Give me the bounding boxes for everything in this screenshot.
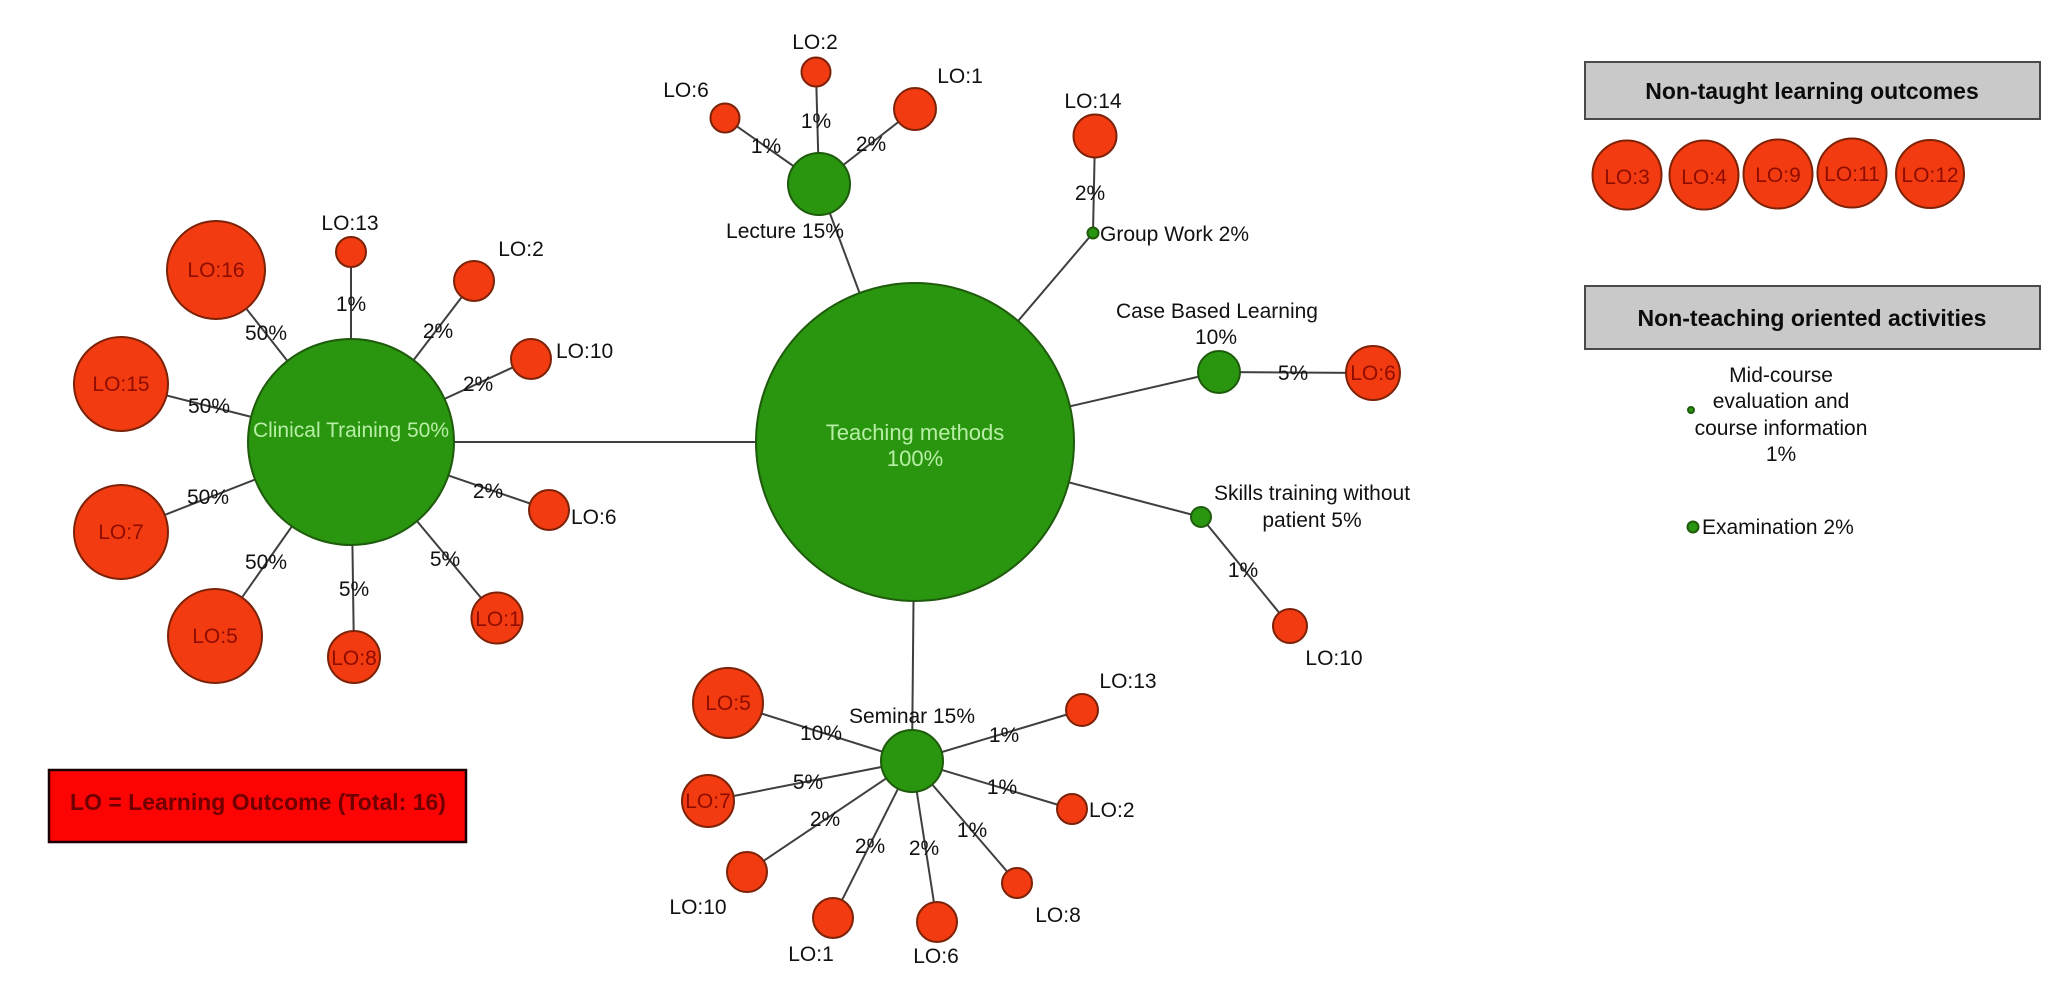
svg-text:LO:5: LO:5 (192, 625, 238, 648)
svg-text:Group Work 2%: Group Work 2% (1100, 223, 1249, 246)
svg-text:LO:16: LO:16 (187, 259, 244, 282)
svg-text:LO:8: LO:8 (1035, 904, 1081, 927)
svg-text:LO:2: LO:2 (498, 238, 544, 261)
svg-text:2%: 2% (473, 480, 503, 503)
svg-text:LO:12: LO:12 (1901, 164, 1958, 187)
svg-text:LO:6: LO:6 (571, 506, 617, 529)
svg-text:50%: 50% (245, 322, 287, 345)
svg-text:1%: 1% (989, 724, 1019, 747)
svg-text:2%: 2% (423, 320, 453, 343)
svg-text:1%: 1% (1228, 559, 1258, 582)
svg-text:5%: 5% (1278, 362, 1308, 385)
svg-text:2%: 2% (855, 835, 885, 858)
svg-text:patient 5%: patient 5% (1262, 509, 1361, 532)
svg-text:evaluation and: evaluation and (1713, 390, 1850, 413)
svg-text:LO:13: LO:13 (1099, 670, 1156, 693)
svg-text:10%: 10% (800, 722, 842, 745)
svg-text:LO:13: LO:13 (321, 212, 378, 235)
svg-text:LO:6: LO:6 (1350, 362, 1396, 385)
svg-text:1%: 1% (957, 819, 987, 842)
svg-text:2%: 2% (909, 837, 939, 860)
svg-text:1%: 1% (1766, 443, 1796, 466)
svg-text:LO:1: LO:1 (788, 943, 834, 966)
svg-text:LO:5: LO:5 (705, 692, 751, 715)
svg-text:Mid-course: Mid-course (1729, 364, 1833, 387)
svg-text:Case Based Learning: Case Based Learning (1116, 300, 1318, 323)
svg-text:LO:10: LO:10 (1305, 647, 1362, 670)
svg-text:2%: 2% (856, 133, 886, 156)
svg-text:LO:6: LO:6 (663, 79, 709, 102)
svg-text:LO:10: LO:10 (556, 340, 613, 363)
svg-text:2%: 2% (810, 808, 840, 831)
svg-text:50%: 50% (245, 551, 287, 574)
svg-text:5%: 5% (339, 578, 369, 601)
svg-text:Skills training without: Skills training without (1214, 482, 1410, 505)
svg-text:LO:6: LO:6 (913, 945, 959, 968)
svg-text:LO:2: LO:2 (792, 31, 838, 54)
svg-text:LO:14: LO:14 (1064, 90, 1122, 113)
svg-text:Examination 2%: Examination 2% (1702, 516, 1854, 539)
svg-text:LO:15: LO:15 (92, 373, 149, 396)
svg-text:LO:7: LO:7 (685, 790, 731, 813)
svg-text:1%: 1% (987, 776, 1017, 799)
svg-text:LO:4: LO:4 (1681, 166, 1727, 189)
svg-text:course information: course information (1695, 417, 1868, 440)
svg-text:LO:11: LO:11 (1824, 163, 1880, 186)
svg-text:LO:1: LO:1 (937, 65, 983, 88)
svg-text:LO:1: LO:1 (475, 608, 521, 631)
svg-text:50%: 50% (188, 395, 230, 418)
svg-text:LO:8: LO:8 (331, 647, 377, 670)
svg-text:Teaching methods: Teaching methods (826, 420, 1005, 445)
svg-text:LO:2: LO:2 (1089, 799, 1135, 822)
svg-text:2%: 2% (1075, 182, 1105, 205)
svg-text:50%: 50% (187, 486, 229, 509)
svg-text:100%: 100% (887, 446, 943, 471)
svg-text:Non-taught learning outcomes: Non-taught learning outcomes (1645, 78, 1979, 104)
svg-text:LO = Learning Outcome (Total:: LO = Learning Outcome (Total: 16) (70, 789, 446, 815)
svg-text:LO:9: LO:9 (1755, 164, 1801, 187)
svg-text:1%: 1% (336, 293, 366, 316)
svg-text:LO:3: LO:3 (1604, 166, 1650, 189)
svg-text:LO:7: LO:7 (98, 521, 144, 544)
svg-text:2%: 2% (463, 373, 493, 396)
svg-text:5%: 5% (430, 548, 460, 571)
svg-text:1%: 1% (801, 110, 831, 133)
svg-text:5%: 5% (793, 771, 823, 794)
svg-text:Lecture 15%: Lecture 15% (726, 220, 844, 243)
svg-text:Non-teaching oriented activiti: Non-teaching oriented activities (1638, 305, 1987, 331)
svg-text:Seminar 15%: Seminar 15% (849, 705, 975, 728)
svg-text:1%: 1% (751, 135, 781, 158)
svg-text:10%: 10% (1195, 326, 1237, 349)
svg-text:LO:10: LO:10 (669, 896, 726, 919)
svg-text:Clinical Training 50%: Clinical Training 50% (253, 419, 449, 442)
